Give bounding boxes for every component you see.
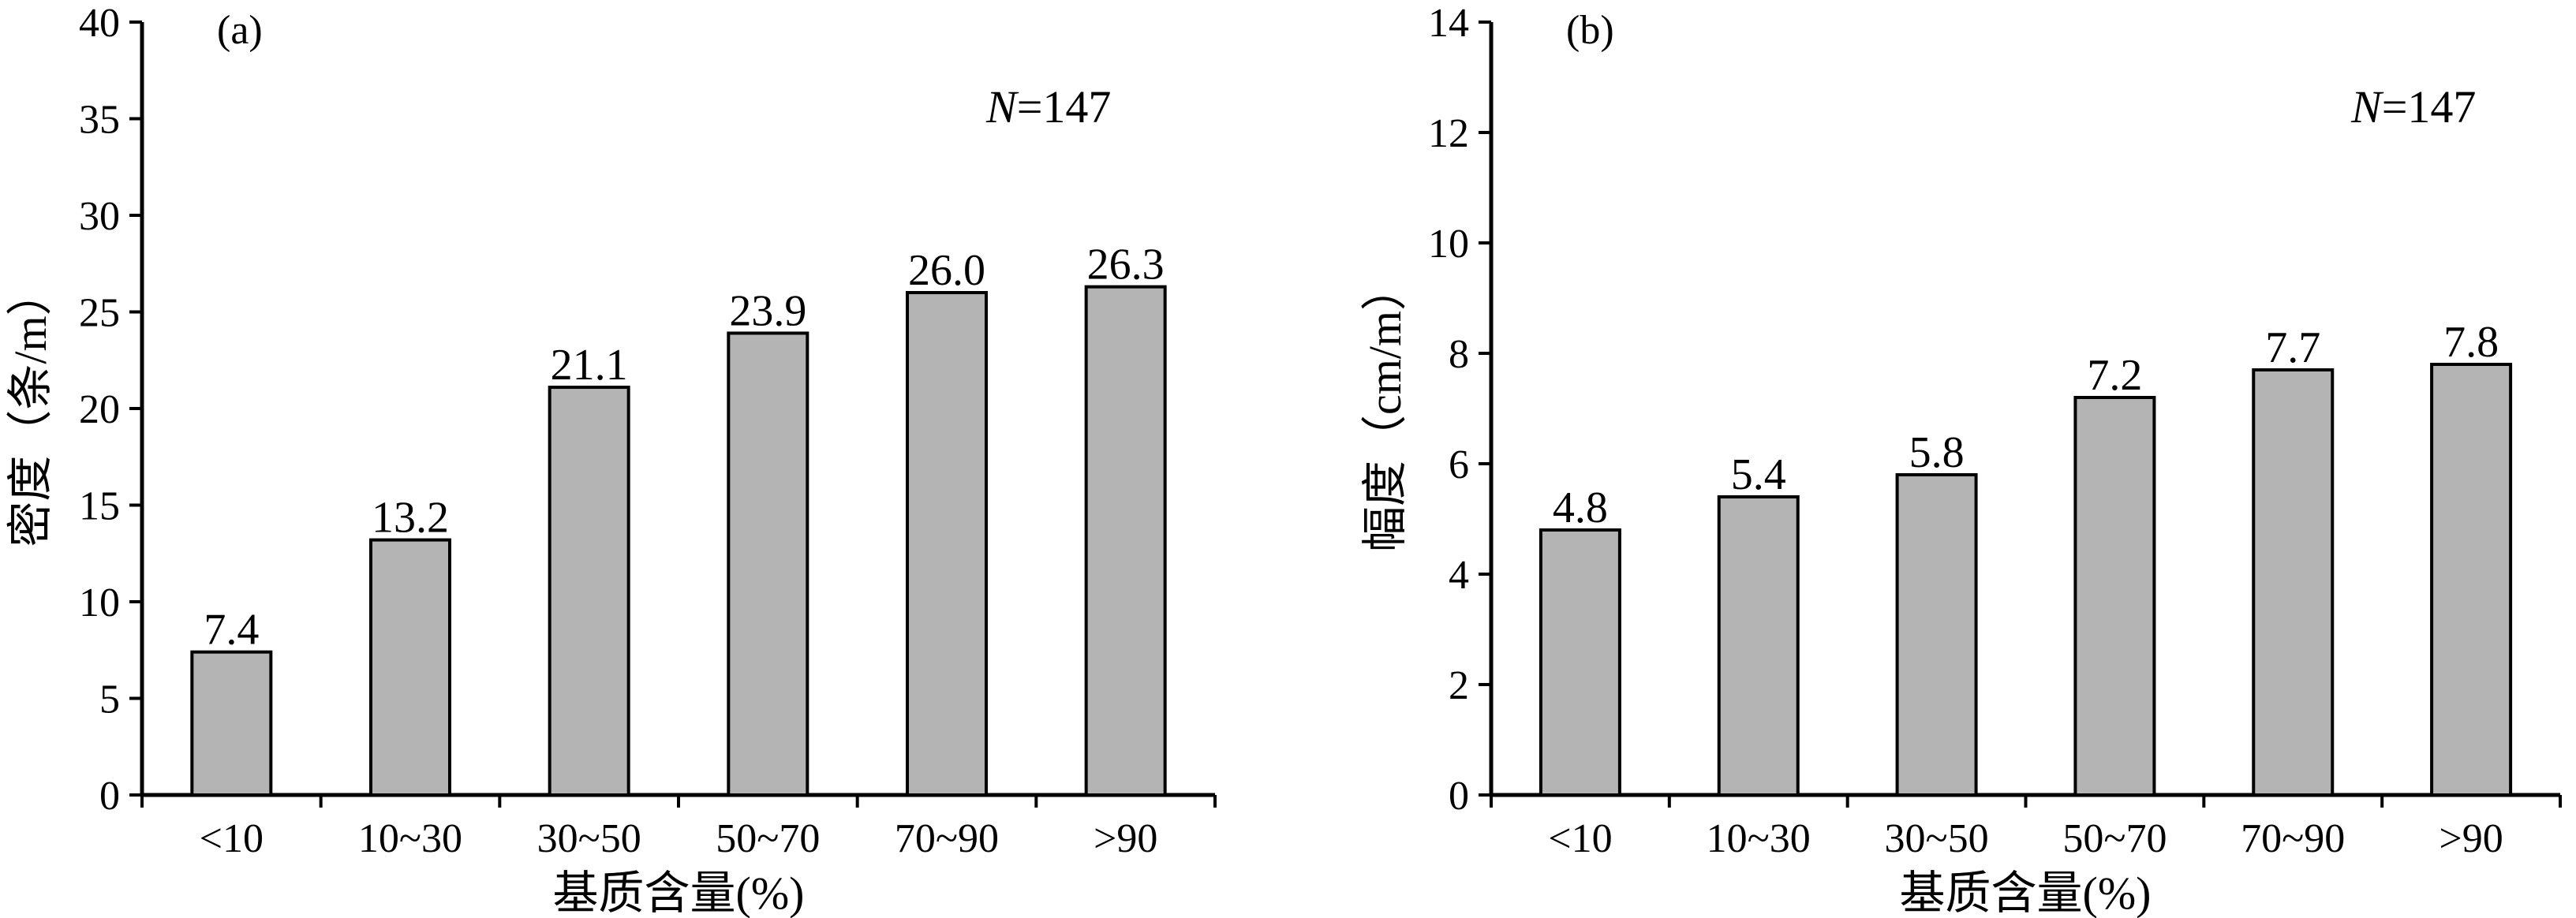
bar-value-label: 23.9 bbox=[729, 286, 806, 335]
panel-a-chart: 0 5 10 15 20 25 30 35 40 7.4 <10 13.2 10~30 21.1 30~50… bbox=[5, 1, 1217, 918]
y-axis-title: 密度（条/m） bbox=[5, 270, 56, 547]
x-category-label: 10~30 bbox=[358, 816, 462, 861]
x-category-label: 30~50 bbox=[1885, 816, 1989, 861]
bar-value-label: 4.8 bbox=[1553, 483, 1608, 532]
bar-value-label: 13.2 bbox=[372, 494, 449, 543]
y-tick-label: 40 bbox=[79, 1, 120, 46]
bar bbox=[1895, 473, 1978, 797]
sample-size-annotation: N=147 bbox=[2350, 81, 2476, 132]
x-category-label: 10~30 bbox=[1707, 816, 1811, 861]
y-axis-title: 幅度（cm/m） bbox=[1359, 265, 1411, 552]
bar-value-label: 7.4 bbox=[204, 606, 259, 655]
y-tick-label: 12 bbox=[1428, 111, 1469, 156]
y-tick-label: 20 bbox=[79, 387, 120, 432]
bar bbox=[1717, 495, 1800, 797]
sample-size-value: =147 bbox=[1017, 81, 1112, 132]
bar-value-label: 21.1 bbox=[551, 341, 628, 390]
panel-label: (a) bbox=[217, 8, 263, 53]
panel-label: (b) bbox=[1566, 8, 1614, 53]
y-tick-label: 30 bbox=[79, 194, 120, 239]
y-tick-label: 10 bbox=[79, 580, 120, 625]
y-tick-label: 6 bbox=[1449, 442, 1469, 487]
x-category-label: 70~90 bbox=[2241, 816, 2345, 861]
x-axis-title: 基质含量(%) bbox=[1900, 868, 2152, 918]
bar bbox=[190, 650, 273, 797]
sample-size-symbol: N bbox=[2350, 81, 2384, 132]
bar-value-label: 26.3 bbox=[1087, 241, 1165, 289]
sample-size-annotation: N=147 bbox=[985, 81, 1111, 132]
bar bbox=[2252, 368, 2335, 797]
x-category-label: >90 bbox=[1094, 816, 1157, 861]
bar bbox=[1084, 285, 1167, 797]
sample-size-symbol: N bbox=[985, 81, 1019, 132]
bar-value-label: 5.4 bbox=[1731, 450, 1786, 499]
x-category-label: 50~70 bbox=[2062, 816, 2167, 861]
x-category-label: 70~90 bbox=[895, 816, 999, 861]
bar-value-label: 7.7 bbox=[2265, 323, 2320, 372]
bar bbox=[548, 386, 630, 797]
x-category-label: 30~50 bbox=[537, 816, 641, 861]
bar-value-label: 26.0 bbox=[908, 246, 985, 295]
bar bbox=[2430, 363, 2513, 797]
y-tick-label: 10 bbox=[1428, 222, 1469, 267]
bar bbox=[369, 538, 451, 797]
y-tick-label: 8 bbox=[1449, 332, 1469, 377]
x-category-label: <10 bbox=[200, 816, 264, 861]
bar bbox=[906, 291, 988, 797]
y-tick-label: 4 bbox=[1449, 553, 1469, 598]
x-category-label: >90 bbox=[2439, 816, 2503, 861]
bar bbox=[727, 331, 809, 797]
y-tick-label: 35 bbox=[79, 98, 120, 143]
y-tick-label: 25 bbox=[79, 291, 120, 336]
bar-value-label: 7.2 bbox=[2087, 351, 2142, 400]
sample-size-value: =147 bbox=[2382, 81, 2477, 132]
y-tick-label: 2 bbox=[1449, 663, 1469, 708]
y-tick-label: 14 bbox=[1428, 1, 1469, 46]
bar-value-label: 7.8 bbox=[2443, 318, 2499, 367]
bar bbox=[2073, 396, 2156, 797]
y-tick-label: 15 bbox=[79, 484, 120, 529]
y-tick-label: 0 bbox=[1449, 774, 1469, 819]
y-tick-label: 0 bbox=[99, 774, 120, 819]
bar bbox=[1538, 528, 1621, 797]
x-category-label: 50~70 bbox=[716, 816, 820, 861]
x-category-label: <10 bbox=[1548, 816, 1612, 861]
panel-b-chart: 0 2 4 6 8 10 12 14 4.8 <10 5.4 10~30 5.8 30~50 7.2 50~7… bbox=[1359, 1, 2562, 918]
bar-value-label: 5.8 bbox=[1909, 428, 1965, 477]
x-axis-title: 基质含量(%) bbox=[553, 868, 805, 918]
y-tick-label: 5 bbox=[99, 677, 120, 722]
